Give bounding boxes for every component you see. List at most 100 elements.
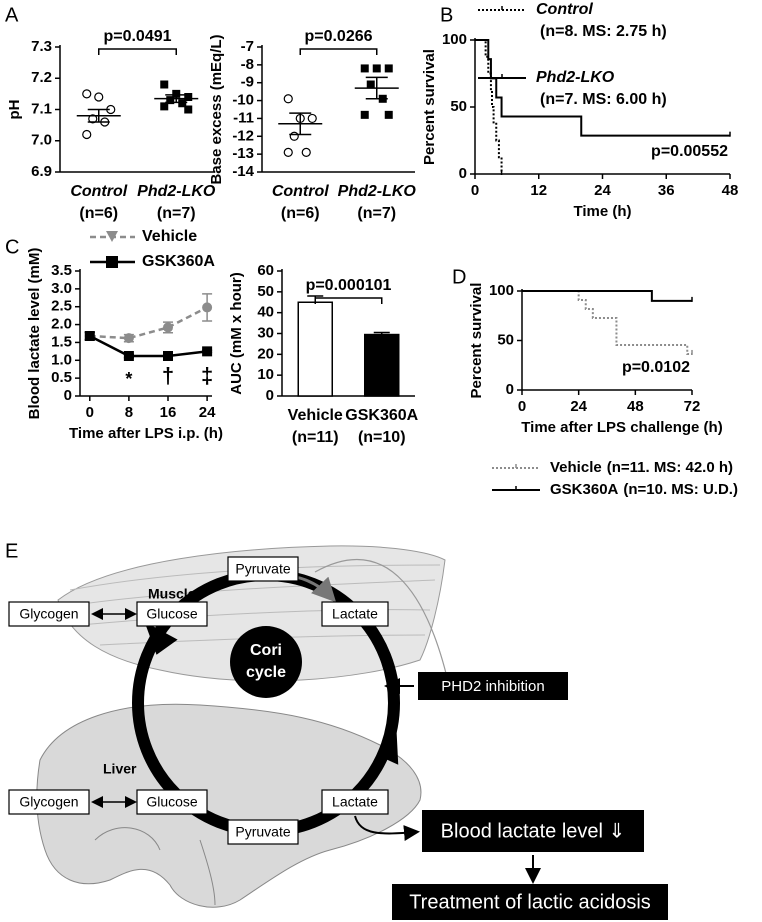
y-tick-label: 0.5 [51,369,72,386]
panel-letter: C [5,236,19,258]
effect-arrow [354,815,420,841]
x-tick-label: 48 [627,398,644,415]
outcome: Treatment of lactic acidosis [409,891,651,913]
y-tick-label: -14 [232,163,254,180]
cori-label: cycle [246,664,286,681]
y-axis-label: Base excess (mEq/L) [208,34,225,184]
category-label: Phd2-LKO [137,183,216,200]
bar [364,333,400,397]
series-line [89,306,208,340]
legend-label: Control [536,1,593,18]
error-bar [87,108,110,123]
y-axis-label: pH [6,100,23,120]
liver-glycogen: Glycogen [19,794,78,810]
legend-note: (n=11. MS: 42.0 h) [607,459,733,476]
y-axis-label: Percent survival [468,283,485,399]
x-tick-label: 0 [518,398,526,415]
point [160,80,169,89]
liver-glucose-box [136,789,208,815]
category-note: (n=6) [79,205,118,222]
x-tick-note: (n=11) [292,429,339,446]
series-line [89,334,208,358]
legend-label: GSK360A [142,253,215,270]
inhibition-link [314,559,451,691]
y-tick-label: -9 [241,74,254,91]
significance-mark: ‡ [201,363,213,388]
y-tick-label: 2.5 [51,298,72,315]
panel-letter: B [440,4,453,26]
bar [297,301,333,397]
x-tick-label: 0 [86,404,94,421]
error-bar [165,94,188,104]
y-axis-label: Percent survival [421,49,438,165]
y-tick-label: 30 [257,324,274,341]
effect-box [422,810,644,852]
p-value: p=0.0491 [103,28,171,45]
point [82,89,92,99]
p-value: p=0.0266 [304,28,372,45]
x-tick-label: 72 [684,398,701,415]
point [160,102,169,111]
y-tick-label: 0 [266,387,274,404]
p-bracket [299,48,378,55]
category-note: (n=7) [357,205,396,222]
legend-label: Vehicle [142,228,197,245]
category-note: (n=6) [281,205,320,222]
liver-pyruvate: Pyruvate [235,824,290,840]
cori-circle [230,626,302,698]
y-tick-label: 6.9 [31,163,52,180]
p-bracket [314,297,383,304]
legend-label: Vehicle [550,459,602,476]
inhibitor-box [418,672,568,700]
significance-mark: * [125,369,132,389]
liver-lactate: Lactate [332,794,378,810]
category-note: (n=7) [157,205,196,222]
category-label: Phd2-LKO [338,183,417,200]
category-label: Control [70,183,127,200]
y-tick-label: -13 [232,145,254,162]
panel-letter: E [5,540,18,562]
x-tick-label: 24 [594,182,611,199]
liver-shape [36,703,422,908]
y-tick-label: 2.0 [51,316,72,333]
y-tick-label: 100 [442,31,467,48]
legend-label: Phd2-LKO [536,69,615,86]
y-tick-label: 50 [497,331,514,348]
x-tick-label: 8 [125,404,133,421]
survival-line [522,290,692,302]
point [360,64,369,73]
x-tick-label: Vehicle [288,407,343,424]
point [94,92,104,102]
y-tick-label: 50 [257,283,274,300]
y-tick-label: 7.1 [31,100,52,117]
point [184,105,193,114]
point [202,302,213,313]
panel-e-art [36,545,541,908]
point [307,113,317,124]
y-tick-label: 60 [257,262,274,279]
y-tick-label: 20 [257,345,274,362]
x-tick-label: GSK360A [345,407,418,424]
p-value: p=0.000101 [306,277,392,294]
liver-pyruvate-box [227,819,299,845]
y-tick-label: 40 [257,304,274,321]
point [82,129,92,140]
y-tick-label: -8 [241,56,254,73]
y-tick-label: 3.5 [51,262,72,279]
error-bar [365,76,388,100]
point [184,93,193,101]
y-tick-label: 0 [506,381,514,398]
point [360,110,369,119]
y-tick-label: 7.0 [31,132,52,149]
muscle-glucose: Glucose [146,606,198,622]
y-tick-label: 7.2 [31,69,52,86]
muscle-glucose-box [136,601,208,627]
y-tick-label: 100 [489,282,514,299]
point [88,114,98,124]
point [166,96,175,105]
ring-arrowhead [379,730,399,765]
y-tick-label: -10 [232,92,254,109]
point [123,333,134,344]
ring-arrowhead [144,621,178,655]
